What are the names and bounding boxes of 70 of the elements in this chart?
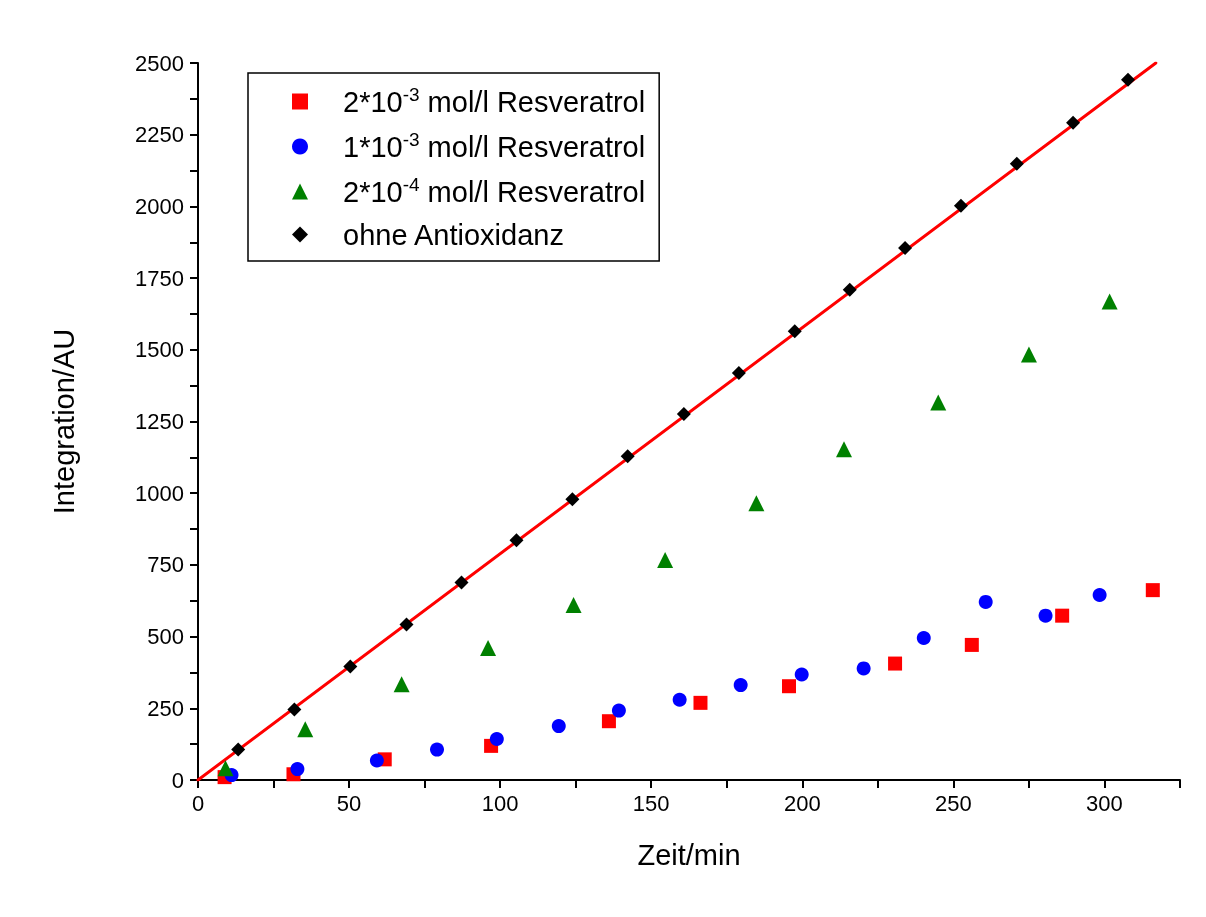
- y-tick-label: 0: [171, 767, 184, 793]
- y-tick-label: 1250: [135, 409, 184, 434]
- point: [343, 659, 358, 674]
- point: [290, 762, 305, 777]
- y-tick-label: 1500: [135, 337, 184, 363]
- y-tick-label: 250: [147, 695, 184, 721]
- point: [676, 407, 691, 422]
- point: [287, 702, 302, 717]
- y-axis-title: Integration/AU: [47, 328, 80, 515]
- point: [369, 753, 384, 768]
- point: [964, 637, 979, 652]
- point: [611, 703, 626, 718]
- point: [693, 695, 708, 710]
- point: [565, 492, 580, 507]
- y-tick-label: 500: [147, 624, 184, 650]
- y-tick-label: 2500: [135, 50, 184, 76]
- point: [393, 676, 410, 693]
- point: [601, 714, 616, 729]
- point: [1121, 72, 1136, 87]
- point: [1092, 588, 1107, 603]
- x-axis-title: Zeit/min: [637, 838, 741, 871]
- point: [898, 240, 913, 255]
- point: [489, 731, 504, 746]
- point: [787, 324, 802, 339]
- point: [731, 366, 746, 381]
- point: [217, 760, 234, 777]
- point: [916, 631, 931, 646]
- x-tick-label: 0: [191, 790, 205, 816]
- x-tick-label: 50: [336, 790, 362, 816]
- y-tick-label: 1750: [135, 265, 184, 291]
- y-tick-label: 750: [147, 552, 184, 578]
- point: [297, 721, 314, 738]
- point: [672, 692, 687, 707]
- x-tick-label: 100: [481, 790, 519, 816]
- y-tick-label: 1000: [135, 480, 184, 506]
- point: [1101, 293, 1118, 310]
- point: [1009, 156, 1024, 171]
- point: [1038, 608, 1053, 623]
- point: [1055, 608, 1070, 623]
- point: [657, 552, 674, 569]
- point: [782, 679, 797, 694]
- point: [399, 617, 414, 632]
- point: [930, 394, 947, 411]
- y-tick-label: 2250: [135, 122, 184, 148]
- point: [748, 495, 765, 512]
- point: [620, 449, 635, 464]
- point: [733, 678, 748, 693]
- point: [836, 441, 852, 458]
- point: [953, 198, 968, 213]
- x-tick-label: 200: [783, 790, 821, 816]
- point: [1066, 115, 1081, 130]
- point: [480, 640, 497, 657]
- point: [856, 661, 871, 676]
- point: [888, 656, 903, 671]
- point: [1020, 346, 1037, 363]
- point: [231, 742, 246, 757]
- point: [430, 742, 444, 757]
- x-tick-label: 300: [1086, 790, 1123, 816]
- point: [454, 575, 469, 590]
- x-tick-label: 150: [632, 790, 670, 816]
- y-tick-label: 2000: [135, 193, 184, 219]
- x-tick-label: 250: [935, 790, 972, 816]
- point: [978, 594, 993, 609]
- point: [551, 719, 566, 734]
- legend-label: ohne Antioxidanz: [343, 218, 564, 251]
- point: [842, 282, 857, 297]
- point: [509, 533, 524, 548]
- point: [794, 667, 809, 682]
- point: [565, 597, 582, 614]
- point: [1145, 583, 1160, 598]
